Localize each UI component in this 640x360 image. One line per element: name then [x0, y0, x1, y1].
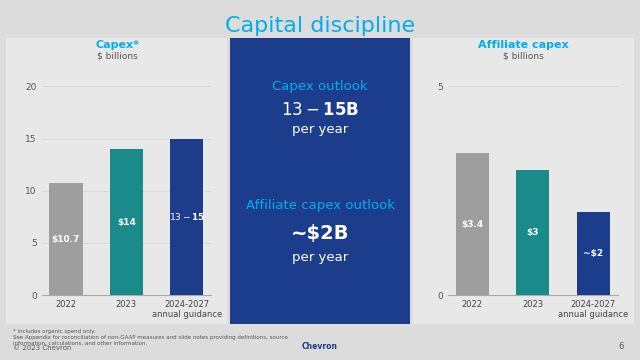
Text: Affiliate capex: Affiliate capex: [477, 40, 568, 50]
Bar: [49, 184, 83, 295]
Text: $ billions: $ billions: [502, 51, 543, 60]
Text: Capex*: Capex*: [95, 40, 139, 50]
Text: $14: $14: [117, 217, 136, 227]
Bar: [456, 153, 489, 295]
Text: per year: per year: [292, 123, 348, 136]
Text: Capex outlook: Capex outlook: [272, 80, 368, 93]
Text: Chevron: Chevron: [302, 342, 338, 351]
Text: 6: 6: [619, 342, 624, 351]
Text: $ billions: $ billions: [97, 51, 138, 60]
Text: $3: $3: [527, 228, 539, 237]
Text: per year: per year: [292, 251, 348, 264]
Text: ~$2B: ~$2B: [291, 225, 349, 243]
Text: $13 - $15B: $13 - $15B: [281, 101, 359, 119]
Text: * Includes organic spend only.
See Appendix for reconciliation of non-GAAP measu: * Includes organic spend only. See Appen…: [13, 329, 287, 346]
Text: $13 - $15: $13 - $15: [169, 211, 205, 222]
Text: $10.7: $10.7: [52, 235, 80, 244]
Text: $3.4: $3.4: [461, 220, 483, 229]
Text: © 2023 Chevron: © 2023 Chevron: [13, 345, 71, 351]
Bar: [516, 170, 549, 295]
Text: ~$2: ~$2: [583, 249, 604, 258]
Text: Capital discipline: Capital discipline: [225, 16, 415, 36]
Bar: [110, 149, 143, 295]
Bar: [577, 212, 610, 295]
Bar: [170, 139, 204, 295]
Text: Affiliate capex outlook: Affiliate capex outlook: [246, 199, 394, 212]
